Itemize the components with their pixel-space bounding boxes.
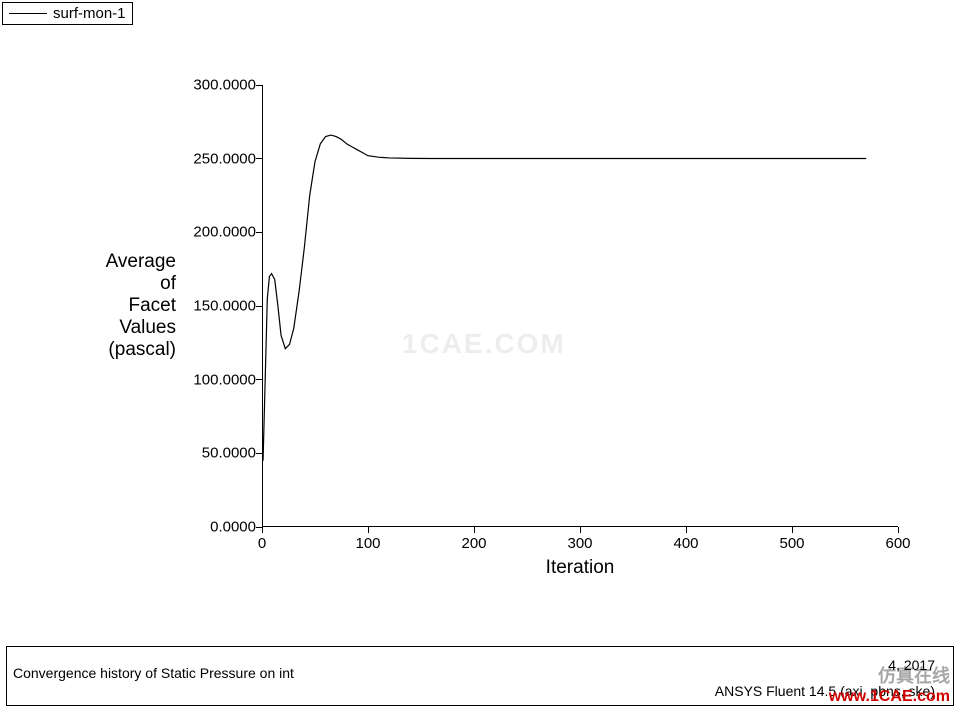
x-tick xyxy=(474,527,475,533)
x-tick xyxy=(898,527,899,533)
y-axis-label-line: Facet xyxy=(66,295,176,317)
x-tick-label: 600 xyxy=(878,535,918,552)
x-tick-label: 200 xyxy=(454,535,494,552)
footer: Convergence history of Static Pressure o… xyxy=(6,646,954,706)
x-tick-label: 400 xyxy=(666,535,706,552)
x-tick xyxy=(686,527,687,533)
y-axis-label-line: Values xyxy=(66,317,176,339)
x-tick xyxy=(368,527,369,533)
y-tick-label: 0.0000 xyxy=(176,519,256,536)
x-tick xyxy=(792,527,793,533)
plot-area: 0.000050.0000100.0000150.0000200.0000250… xyxy=(262,85,898,527)
legend: surf-mon-1 xyxy=(2,2,133,25)
y-tick-label: 100.0000 xyxy=(176,371,256,388)
x-tick xyxy=(262,527,263,533)
x-tick-label: 100 xyxy=(348,535,388,552)
y-axis-label: AverageofFacetValues(pascal) xyxy=(66,251,176,360)
x-tick-label: 500 xyxy=(772,535,812,552)
legend-line-icon xyxy=(9,13,47,14)
y-tick-label: 300.0000 xyxy=(176,77,256,94)
legend-label: surf-mon-1 xyxy=(53,5,126,22)
x-tick-label: 300 xyxy=(560,535,600,552)
x-tick xyxy=(580,527,581,533)
y-axis-label-line: Average xyxy=(66,251,176,273)
footer-title: Convergence history of Static Pressure o… xyxy=(13,665,294,681)
y-axis-label-line: of xyxy=(66,273,176,295)
y-tick-label: 200.0000 xyxy=(176,224,256,241)
series-line xyxy=(262,85,898,527)
x-tick-label: 0 xyxy=(242,535,282,552)
footer-date: 4, 2017 xyxy=(888,657,935,673)
y-tick-label: 150.0000 xyxy=(176,298,256,315)
footer-version: ANSYS Fluent 14.5 (axi, pbns, ske) xyxy=(715,683,935,699)
x-axis-label: Iteration xyxy=(546,557,615,579)
y-axis-label-line: (pascal) xyxy=(66,339,176,361)
y-tick-label: 250.0000 xyxy=(176,150,256,167)
y-tick-label: 50.0000 xyxy=(176,445,256,462)
